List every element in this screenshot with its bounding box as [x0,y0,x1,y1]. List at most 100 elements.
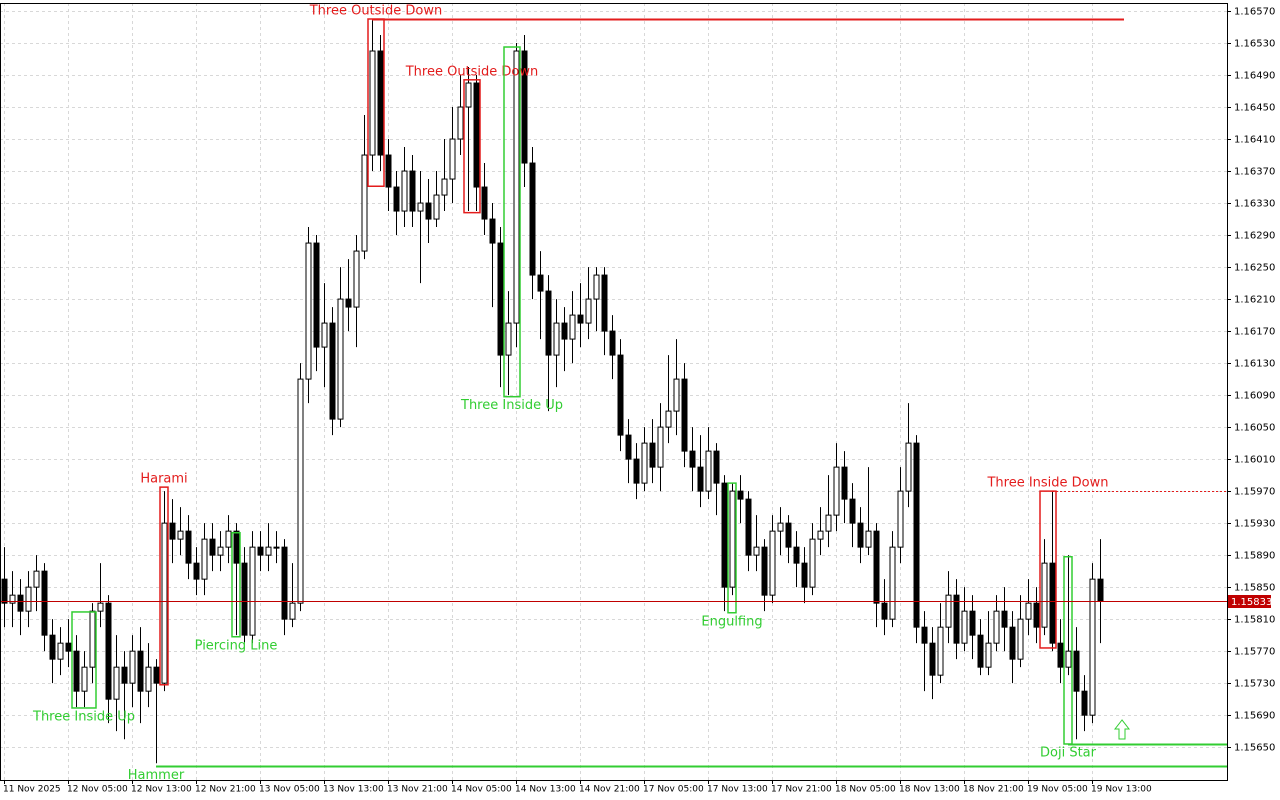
y-tick-label: 1.16130 [1234,359,1275,370]
candle-body [241,562,248,636]
y-tick-label: 1.16570 [1234,7,1275,18]
y-tick-label: 1.15690 [1234,711,1275,722]
y-tick-label: 1.15890 [1234,551,1275,562]
candle-body [673,378,680,412]
y-tick-label: 1.15850 [1234,583,1275,594]
candle-body [553,322,560,356]
candle-body [417,202,424,212]
y-tick-label: 1.16370 [1234,167,1275,178]
candle-body [385,154,392,188]
candle-body [33,570,40,588]
candle-body [473,82,480,188]
candle-body [113,666,120,700]
candle-body [153,666,160,684]
candle-body [217,546,224,556]
candle-body [9,594,16,604]
y-tick-label: 1.16410 [1234,135,1275,146]
candle-body [601,274,608,332]
candle-body [705,450,712,492]
candle-body [873,530,880,604]
candle-body [1001,610,1008,628]
pattern-label: Three Outside Down [405,64,539,79]
candle-body [889,546,896,620]
candle-body [1073,650,1080,692]
candle-body [161,522,168,684]
candle-body [457,106,464,140]
candle-body [825,514,832,532]
candle-body [65,642,72,652]
candle-body [361,154,368,252]
candle-body [369,50,376,156]
candle-body [89,610,96,668]
x-tick-label: 14 Nov 05:00 [451,785,512,795]
candle-body [721,482,728,588]
candle-body [105,602,112,700]
x-tick-label: 18 Nov 13:00 [899,785,960,795]
candle-body [1041,562,1048,628]
price-tag [1228,595,1271,608]
candle-body [761,546,768,596]
candle-body [201,538,208,580]
pattern-box [1063,555,1073,745]
candle-body [57,642,64,660]
candle-body [521,50,528,164]
y-tick-label: 1.15730 [1234,679,1275,690]
candle-body [329,322,336,420]
candle-body [537,274,544,292]
x-tick-label: 13 Nov 13:00 [323,785,384,795]
candle-body [497,242,504,356]
x-tick-label: 17 Nov 05:00 [643,785,704,795]
candle-body [953,594,960,644]
x-tick-label: 19 Nov 13:00 [1091,785,1152,795]
candle-body [353,250,360,308]
pattern-label: Engulfing [701,614,762,629]
pattern-label: Three Outside Down [309,4,443,19]
candle-body [913,442,920,628]
candle-body [49,634,56,660]
pattern-box [727,482,737,614]
candle-body [273,546,280,549]
candle-body [625,434,632,460]
candle-body [929,642,936,676]
x-tick-label: 12 Nov 21:00 [195,785,256,795]
candle-body [769,530,776,596]
candle-body [729,490,736,588]
candle-body [801,562,808,588]
x-tick-label: 14 Nov 13:00 [515,785,576,795]
candle-body [585,298,592,324]
candle-body [1033,602,1040,628]
candle-body [513,50,520,324]
x-tick-label: 12 Nov 05:00 [67,785,128,795]
plot-frame [0,3,1228,781]
candle-body [649,442,656,468]
candle-body [1097,578,1104,602]
y-tick-label: 1.16250 [1234,263,1275,274]
candle-body [793,546,800,564]
candle-body [177,530,184,540]
candle-body [257,546,264,556]
candle-body [489,218,496,244]
candle-body [713,450,720,484]
grid [0,3,1227,780]
candle-body [97,602,104,612]
buy-arrow [1113,719,1131,740]
candle-body [905,442,912,492]
candle-body [961,610,968,644]
candle-body [1025,602,1032,620]
candles [1,19,1104,764]
candle-body [193,562,200,580]
candle-body [609,330,616,356]
candle-body [409,170,416,212]
candle-body [449,138,456,180]
x-tick-label: 17 Nov 21:00 [771,785,832,795]
candle-body [249,546,256,636]
candle-body [809,538,816,588]
candle-body [1089,578,1096,716]
candle-body [921,626,928,644]
candle-body [897,490,904,548]
pattern-label: Piercing Line [195,638,278,653]
y-tick-label: 1.16090 [1234,391,1275,402]
candle-body [289,602,296,620]
candle-body [697,466,704,492]
pattern-box [367,18,385,187]
